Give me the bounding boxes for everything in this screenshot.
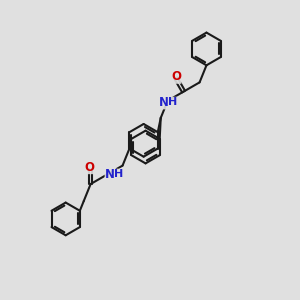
Text: H: H [168,97,178,107]
Text: H: H [115,169,124,179]
Text: N: N [159,96,169,109]
Text: O: O [84,160,94,174]
Text: O: O [171,70,181,83]
Text: N: N [105,168,115,181]
